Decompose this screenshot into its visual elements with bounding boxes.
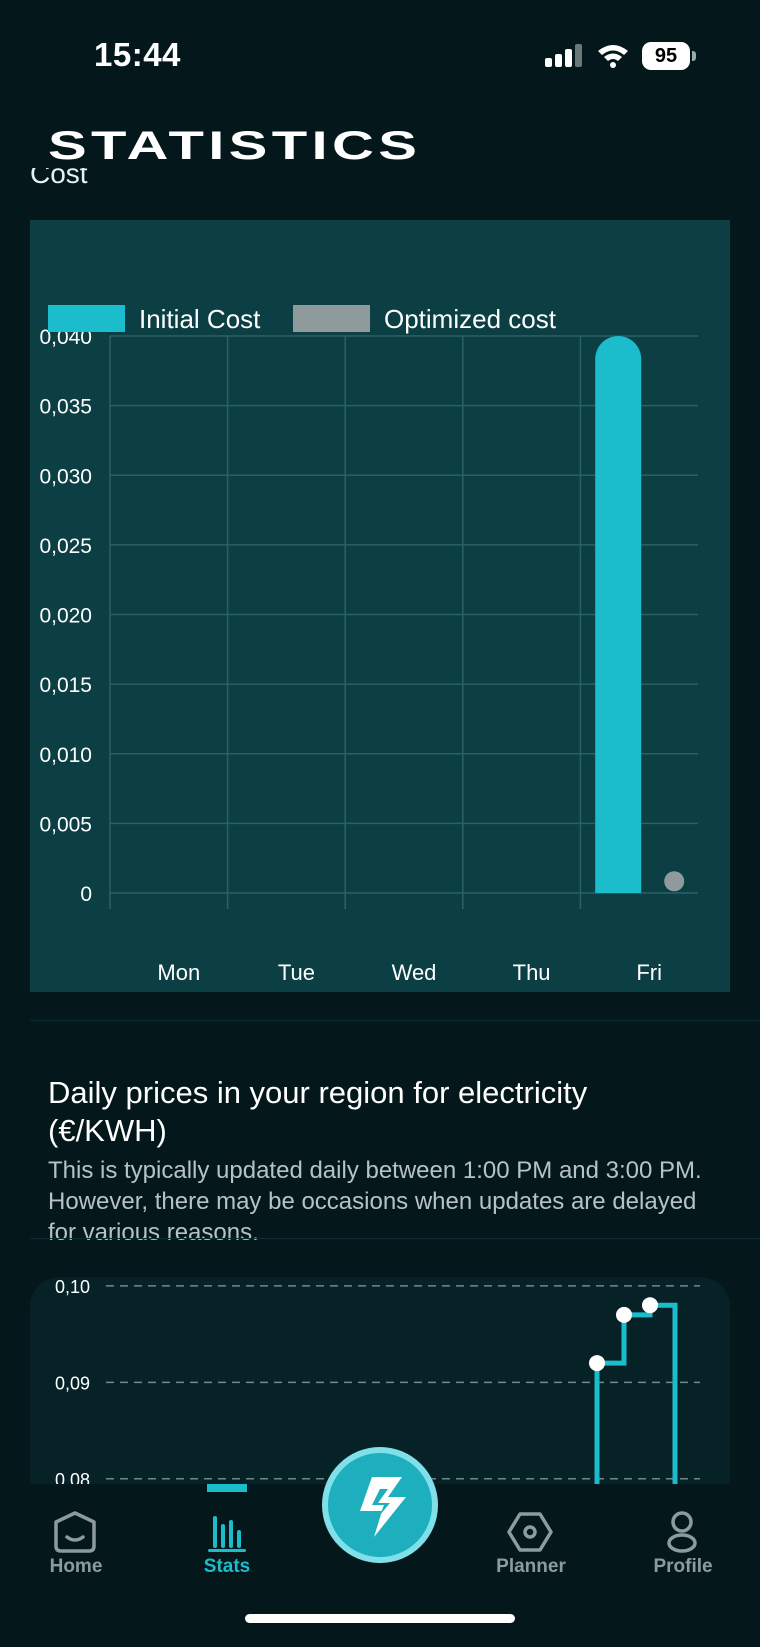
y-tick-label: 0,030 xyxy=(39,465,92,488)
bar-initial-cost xyxy=(595,336,642,893)
y-tick-label: 0,010 xyxy=(39,744,92,767)
y-tick-label: 0,005 xyxy=(39,813,92,836)
active-tab-indicator xyxy=(207,1484,247,1492)
nav-label-profile: Profile xyxy=(653,1556,713,1577)
legend-label: Optimized cost xyxy=(384,304,557,334)
legend-swatch xyxy=(48,305,125,332)
page-title: STATISTICS xyxy=(48,124,422,168)
price-section-description: This is typically updated daily between … xyxy=(48,1157,702,1246)
section-divider xyxy=(30,1238,760,1239)
x-tick-label: Thu xyxy=(513,960,551,985)
y-tick-label: 0 xyxy=(80,883,92,906)
wifi-icon xyxy=(598,45,628,68)
nav-item-planner[interactable]: Planner xyxy=(471,1484,591,1594)
profile-icon xyxy=(667,1511,697,1553)
nav-item-profile[interactable]: Profile xyxy=(623,1484,743,1594)
price-point xyxy=(616,1306,632,1323)
x-tick-label: Fri xyxy=(636,960,662,985)
y-tick-label: 0,025 xyxy=(39,535,92,558)
nav-item-stats[interactable]: Stats xyxy=(167,1484,287,1594)
y-tick-label: 0,10 xyxy=(55,1277,90,1297)
home-icon xyxy=(54,1511,96,1553)
cost-section-label: Cost xyxy=(30,168,88,190)
stats-icon xyxy=(208,1516,246,1552)
status-bar: 15:44 95 xyxy=(0,0,760,110)
planner-icon xyxy=(507,1512,553,1552)
nav-item-home[interactable]: Home xyxy=(16,1484,136,1594)
battery-tip xyxy=(692,51,696,61)
x-tick-label: Mon xyxy=(157,960,200,985)
signal-icon xyxy=(545,44,582,67)
cost-chart-card: 0 0,005 0,010 0,015 0,020 0,025 0,030 0,035 0,04… xyxy=(30,220,730,992)
lightning-action-button[interactable] xyxy=(322,1447,438,1563)
lightning-button-face xyxy=(328,1453,432,1557)
y-tick-label: 0,09 xyxy=(55,1373,90,1393)
cost-section-label-text: Cost xyxy=(30,168,88,189)
battery-indicator: 95 xyxy=(642,42,696,70)
price-point xyxy=(589,1355,605,1372)
y-tick-label: 0,020 xyxy=(39,605,92,628)
legend-label: Initial Cost xyxy=(139,304,261,334)
x-tick-label: Tue xyxy=(278,960,315,985)
section-divider xyxy=(30,1020,760,1021)
legend-swatch xyxy=(293,305,370,332)
y-tick-label: 0,035 xyxy=(39,396,92,419)
nav-label-home: Home xyxy=(49,1556,103,1577)
price-section-heading: Daily prices in your region for electric… xyxy=(48,1075,588,1148)
x-tick-label: Wed xyxy=(392,960,437,985)
nav-label-stats: Stats xyxy=(203,1556,251,1577)
home-indicator xyxy=(245,1614,515,1623)
lightning-icon xyxy=(360,1477,406,1537)
cost-chart: 00,0050,0100,0150,0200,0250,0300,0350,04… xyxy=(39,304,698,985)
bar-optimized-cost xyxy=(664,871,685,892)
battery-level: 95 xyxy=(642,42,690,70)
price-point xyxy=(642,1297,658,1314)
price-chart: 0,080,090,10 xyxy=(55,1277,700,1527)
nav-label-planner: Planner xyxy=(496,1556,566,1577)
status-time: 15:44 xyxy=(94,36,181,73)
y-tick-label: 0,015 xyxy=(39,674,92,697)
